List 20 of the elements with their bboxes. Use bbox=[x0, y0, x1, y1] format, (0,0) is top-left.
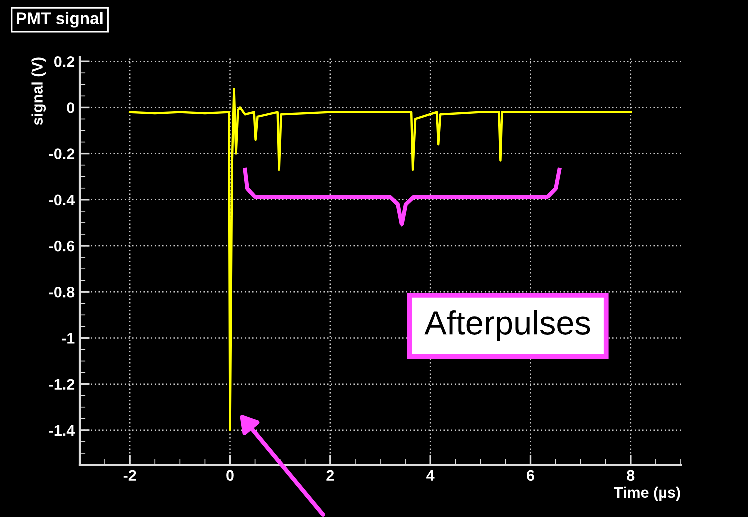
annotation: Afterpulses bbox=[424, 310, 590, 342]
x-tick-label: -2 bbox=[124, 470, 136, 481]
y-tick-label: 0.2 bbox=[54, 56, 75, 68]
x-axis-title: Time (µs) bbox=[614, 486, 680, 502]
x-tick-label: 2 bbox=[326, 470, 334, 481]
y-tick-label: -1.4 bbox=[49, 425, 76, 436]
y-axis-title: signal (V) bbox=[32, 58, 46, 126]
x-tick-label: 6 bbox=[527, 470, 534, 482]
y-tick-label: -0.6 bbox=[49, 240, 75, 252]
y-tick-label: -1 bbox=[62, 333, 75, 344]
y-tick-label: -1.2 bbox=[49, 379, 75, 390]
line-series bbox=[128, 88, 632, 432]
chart-title: PMT signal bbox=[17, 12, 103, 28]
x-tick-label: 8 bbox=[627, 470, 635, 482]
x-tick-label: 0 bbox=[226, 470, 234, 482]
y-tick-label: -0.8 bbox=[49, 286, 75, 298]
y-tick-label: -0.2 bbox=[49, 148, 75, 160]
y-tick-label: 0 bbox=[67, 102, 75, 114]
y-tick-label: -0.4 bbox=[49, 194, 76, 206]
x-tick-label: 4 bbox=[426, 470, 435, 481]
